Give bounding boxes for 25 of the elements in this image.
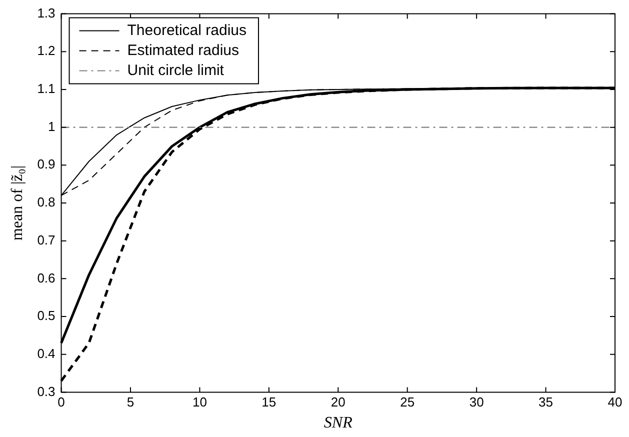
y-tick-label: 1: [48, 118, 56, 134]
x-tick-label: 20: [330, 394, 346, 410]
x-tick-label: 40: [608, 394, 622, 410]
y-tick-label: 0.7: [37, 232, 56, 248]
x-tick-label: 10: [192, 394, 207, 410]
legend-label: Theoretical radius: [127, 22, 247, 39]
x-tick-label: 5: [126, 394, 134, 410]
y-tick-label: 0.3: [37, 384, 56, 399]
y-tick-label: 0.8: [37, 194, 56, 210]
legend-label: Unit circle limit: [127, 62, 225, 79]
x-tick-label: 30: [469, 394, 484, 410]
x-axis-title: SNR: [324, 414, 353, 432]
y-tick-label: 0.9: [37, 156, 56, 172]
y-tick-label: 1.3: [37, 5, 56, 20]
y-tick-label: 0.5: [37, 308, 56, 324]
x-tick-label: 15: [262, 394, 276, 410]
legend-label: Estimated radius: [127, 42, 239, 59]
y-tick-label: 1.2: [37, 43, 56, 58]
x-tick-label: 35: [538, 394, 554, 410]
x-tick-label: 0: [58, 394, 65, 410]
y-tick-label: 0.4: [37, 346, 56, 361]
y-tick-label: 0.6: [37, 270, 56, 286]
y-tick-label: 1.1: [37, 81, 56, 96]
y-axis-title: mean of |z̃₀|: [8, 165, 26, 241]
x-tick-label: 25: [400, 394, 415, 410]
